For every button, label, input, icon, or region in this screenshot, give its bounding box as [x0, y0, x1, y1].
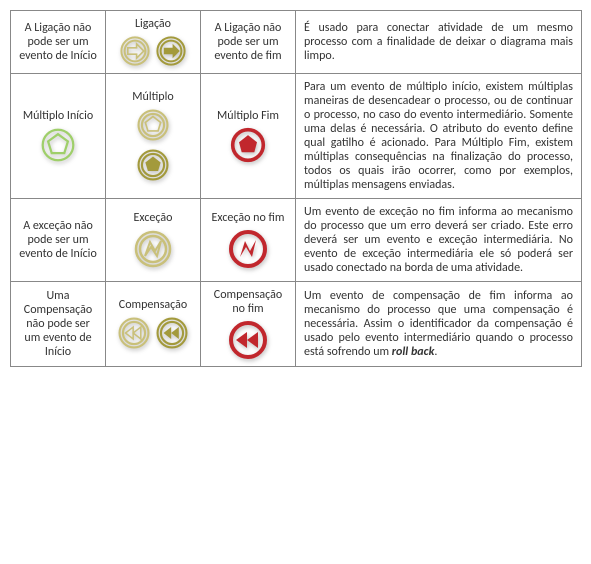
cell-end: Compensação no fim — [201, 282, 296, 367]
cell-desc: É usado para conectar atividade de um me… — [296, 11, 582, 74]
cell-start: Múltiplo Início — [11, 74, 106, 199]
start-label: Múltiplo Início — [19, 109, 97, 123]
intermediate-label: Ligação — [114, 17, 192, 31]
cell-intermediate: Múltiplo — [106, 74, 201, 199]
compensation-end-icon — [228, 320, 268, 360]
error-end-icon — [228, 229, 268, 269]
cell-end: A Ligação não pode ser um evento de fim — [201, 11, 296, 74]
compensation-catch-icon — [155, 316, 189, 350]
multiple-end-icon — [230, 127, 266, 163]
table-row: Uma Compensação não pode ser um evento d… — [11, 282, 582, 367]
desc-post: . — [434, 345, 437, 359]
table-row: A exceção não pode ser um evento de Iníc… — [11, 199, 582, 282]
link-throw-icon — [119, 35, 151, 67]
cell-start: A Ligação não pode ser um evento de Iníc… — [11, 11, 106, 74]
cell-end: Múltiplo Fim — [201, 74, 296, 199]
link-catch-icon — [155, 35, 187, 67]
start-text: A exceção não pode ser um evento de Iníc… — [19, 219, 97, 261]
cell-start: Uma Compensação não pode ser um evento d… — [11, 282, 106, 367]
cell-desc: Um evento de exceção no fim informa ao m… — [296, 199, 582, 282]
cell-start: A exceção não pode ser um evento de Iníc… — [11, 199, 106, 282]
table-row: A Ligação não pode ser um evento de Iníc… — [11, 11, 582, 74]
cell-end: Exceção no fim — [201, 199, 296, 282]
end-label: Exceção no fim — [209, 211, 287, 225]
multiple-throw-icon — [136, 108, 170, 142]
start-text: A Ligação não pode ser um evento de Iníc… — [19, 21, 97, 63]
cell-intermediate: Compensação — [106, 282, 201, 367]
multiple-start-icon — [40, 127, 76, 163]
compensation-throw-icon — [117, 316, 151, 350]
error-intermediate-icon — [133, 229, 173, 269]
intermediate-label: Exceção — [114, 211, 192, 225]
desc-em: roll back — [392, 345, 435, 359]
end-text: A Ligação não pode ser um evento de fim — [214, 21, 281, 63]
cell-intermediate: Exceção — [106, 199, 201, 282]
intermediate-label: Compensação — [114, 298, 192, 312]
desc-text: É usado para conectar atividade de um me… — [304, 21, 573, 63]
desc-pre: Um evento de compensação de fim informa … — [304, 289, 573, 359]
intermediate-label: Múltiplo — [114, 90, 192, 104]
bpmn-events-table: A Ligação não pode ser um evento de Iníc… — [10, 10, 582, 367]
desc-text: Um evento de exceção no fim informa ao m… — [304, 205, 573, 275]
cell-intermediate: Ligação — [106, 11, 201, 74]
end-label: Compensação no fim — [209, 288, 287, 316]
end-label: Múltiplo Fim — [209, 109, 287, 123]
cell-desc: Para um evento de múltiplo início, exist… — [296, 74, 582, 199]
cell-desc: Um evento de compensação de fim informa … — [296, 282, 582, 367]
start-text: Uma Compensação não pode ser um evento d… — [24, 289, 92, 359]
desc-text: Para um evento de múltiplo início, exist… — [304, 80, 573, 192]
table-row: Múltiplo Início Múltiplo Múltiplo Fim — [11, 74, 582, 199]
multiple-catch-icon — [136, 148, 170, 182]
